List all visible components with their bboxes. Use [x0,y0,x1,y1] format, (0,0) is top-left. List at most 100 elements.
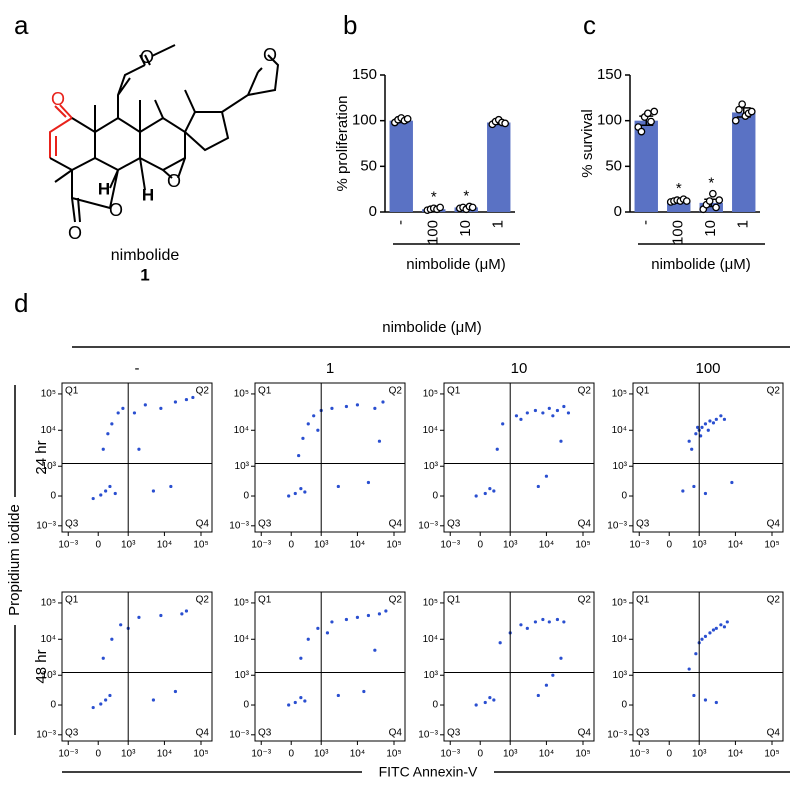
event [336,484,340,489]
bar [634,120,658,212]
x-tick-label: 10⁵ [193,749,208,760]
event [121,406,125,410]
panel-title: nimbolide (μM) [382,319,482,336]
x-tick-label: 10⁴ [728,540,743,551]
x-tick-label: 10⁻³ [251,749,271,760]
event [690,447,694,451]
event [708,419,712,423]
y-tick-label: 50 [605,157,622,174]
event [180,612,184,616]
event [104,698,108,702]
event [559,439,563,443]
quadrant-label: Q3 [636,519,650,530]
x-tick-label: 0 [288,749,294,760]
x-tick-label: 10⁻³ [629,540,649,551]
bar [667,201,691,212]
plot-frame [632,382,784,533]
x-tick-label: - [637,220,654,225]
event [344,617,349,622]
event [293,491,297,496]
y-tick-label: 10⁵ [423,598,438,609]
y-tick-label: 10⁻³ [36,520,56,531]
label-bg [362,763,494,781]
event [681,489,685,493]
panel-label: c [583,10,596,40]
x-tick-label: 10⁵ [575,749,590,760]
event [703,634,708,638]
event [525,626,529,630]
event [700,637,704,641]
event [514,414,519,418]
event [287,494,291,498]
y-axis-label: Propidium iodide [6,504,23,616]
x-tick-label: 10⁵ [386,749,401,760]
x-tick-label: 0 [477,540,483,551]
event [312,414,316,418]
x-tick-label: 0 [95,749,101,760]
quadrant-label: Q1 [447,595,461,606]
data-point [647,117,655,126]
bar [732,112,756,212]
event [377,439,382,443]
quadrant-label: Q1 [65,595,79,606]
event [159,406,163,410]
event [293,700,297,705]
event [336,693,340,698]
data-point [403,114,412,123]
event [381,400,385,404]
x-tick-label: 10⁵ [764,540,779,551]
event [706,428,710,432]
event [325,631,330,635]
event [483,491,487,496]
x-tick-label: 10³ [314,540,329,551]
event [301,436,305,440]
x-tick-label: 10⁻³ [629,749,649,760]
quadrant-label: Q3 [447,519,461,530]
event [719,623,723,627]
quadrant-label: Q4 [389,728,403,739]
event [703,422,708,426]
column-label: 100 [695,360,720,377]
x-tick-label: 10⁻³ [440,749,460,760]
event [299,487,303,491]
atom-label: O [140,47,154,67]
event [373,406,377,410]
y-tick-label: 10⁴ [41,425,56,436]
event [132,411,137,415]
data-point [682,197,691,205]
data-point [712,203,720,212]
event [694,652,698,656]
plot-frame [443,382,595,533]
y-tick-label: 10⁻³ [418,520,438,531]
y-tick-label: 0 [50,491,56,502]
x-tick-label: 10³ [503,540,518,551]
column-label: 1 [326,360,334,377]
atom-label: H [98,179,110,198]
x-tick-label: 10³ [692,540,707,551]
y-tick-label: 10⁴ [423,634,438,645]
x-tick-label: 10³ [121,749,136,760]
y-tick-label: 10⁴ [234,425,249,436]
data-point [738,100,747,109]
event [541,617,545,622]
quadrant-label: Q3 [447,728,461,739]
event [536,484,540,489]
y-tick-label: 10⁻³ [607,520,627,531]
y-tick-label: 10⁴ [612,425,627,436]
x-tick-label: 10 [457,220,474,237]
event [562,404,566,409]
event [533,408,538,413]
quadrant-label: Q2 [196,595,210,606]
quadrant-label: Q4 [767,728,781,739]
y-tick-label: 10⁵ [41,389,56,400]
x-tick-label: 10 [702,220,719,237]
x-tick-label: 0 [666,749,672,760]
quadrant-label: Q4 [578,728,592,739]
event [303,490,307,494]
event [362,689,366,694]
quadrant-label: Q4 [767,519,781,530]
quadrant-label: Q1 [258,595,272,606]
event [551,414,555,418]
event [703,698,708,702]
compound-number: 1 [140,265,149,284]
